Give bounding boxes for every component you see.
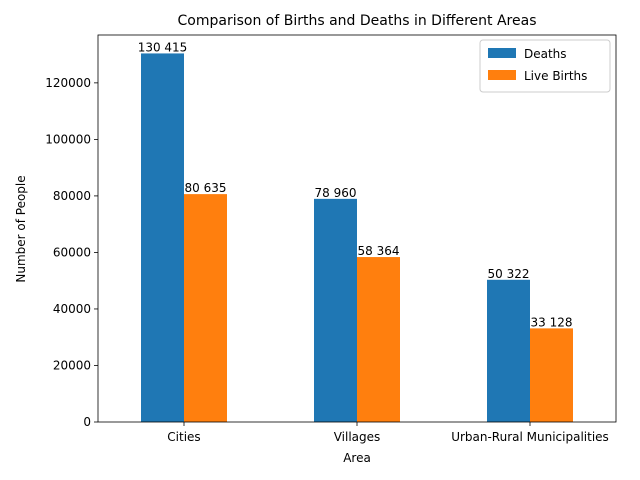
legend-label: Deaths <box>524 47 567 61</box>
bar <box>530 328 573 422</box>
bar <box>184 194 227 422</box>
chart-title: Comparison of Births and Deaths in Diffe… <box>178 13 537 29</box>
x-tick-label: Urban-Rural Municipalities <box>451 430 609 444</box>
legend-swatch <box>488 70 516 80</box>
data-label: 80 635 <box>185 181 227 195</box>
x-tick-label: Cities <box>167 430 200 444</box>
y-tick-label: 40000 <box>53 302 91 316</box>
y-tick-label: 80000 <box>53 189 91 203</box>
legend-label: Live Births <box>524 69 587 83</box>
x-tick-label: Villages <box>334 430 381 444</box>
y-tick-label: 100000 <box>45 132 91 146</box>
bar <box>141 53 184 422</box>
bars-layer: 130 415 78 960 50 322 80 635 58 364 33 128 <box>138 40 573 422</box>
data-label: 130 415 <box>138 40 188 54</box>
y-tick-label: 60000 <box>53 245 91 259</box>
axes-layer: 0 20000 40000 60000 80000 100000 120000 Cities V… <box>45 34 617 444</box>
bar <box>314 198 357 422</box>
data-label: 78 960 <box>315 186 357 200</box>
data-label: 50 322 <box>488 267 530 281</box>
data-label: 58 364 <box>358 244 400 258</box>
y-tick-label: 120000 <box>45 76 91 90</box>
y-tick-label: 20000 <box>53 358 91 372</box>
y-axis-label: Number of People <box>14 175 28 282</box>
x-axis-label: Area <box>343 451 371 465</box>
bar <box>487 279 530 422</box>
legend: Deaths Live Births <box>479 39 611 93</box>
bar <box>357 257 400 422</box>
legend-swatch <box>488 48 516 58</box>
data-label: 33 128 <box>531 315 573 329</box>
y-tick-label: 0 <box>83 415 91 429</box>
plot-frame <box>97 34 617 423</box>
